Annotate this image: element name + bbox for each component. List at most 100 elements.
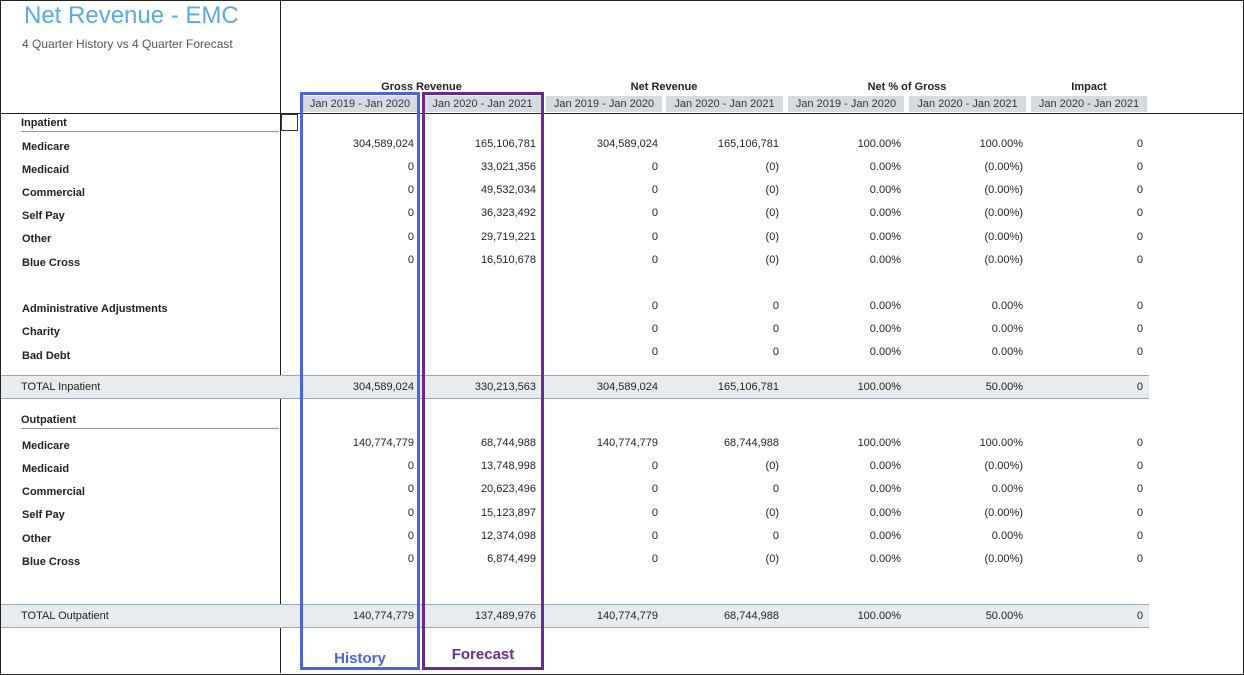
- table-cell: 0: [651, 530, 658, 542]
- inpatient-row-label: Blue Cross: [22, 257, 81, 269]
- header-divider: [1, 113, 1243, 114]
- table-cell: 0.00%: [869, 254, 901, 266]
- table-cell: 0: [1136, 231, 1143, 243]
- table-cell: 33,021,356: [480, 161, 536, 173]
- table-cell: (0.00%): [984, 207, 1023, 219]
- table-cell: 0: [407, 553, 414, 565]
- table-cell: (0): [765, 460, 779, 472]
- table-cell: 0: [1136, 138, 1143, 150]
- inpatient-row-label: Charity: [22, 326, 60, 338]
- table-cell: 0: [1136, 507, 1143, 519]
- table-cell: 0: [651, 483, 658, 495]
- column-header[interactable]: Jan 2020 - Jan 2021: [666, 96, 783, 112]
- table-cell: (0.00%): [984, 460, 1023, 472]
- table-cell: (0.00%): [984, 161, 1023, 173]
- table-cell: 0: [651, 323, 658, 335]
- inpatient-row-label: Other: [22, 233, 52, 245]
- table-cell: 12,374,098: [480, 530, 536, 542]
- table-cell: 0: [651, 507, 658, 519]
- table-cell: 140,774,779: [352, 437, 414, 449]
- table-cell: 0: [651, 231, 658, 243]
- inpatient-row-label: Medicare: [22, 141, 70, 153]
- table-cell: 140,774,779: [352, 610, 414, 622]
- table-cell: 0: [407, 507, 414, 519]
- table-cell: (0.00%): [984, 507, 1023, 519]
- table-cell: 304,589,024: [352, 138, 414, 150]
- total-outpatient-label: TOTAL Outpatient: [21, 610, 109, 622]
- table-cell: 0.00%: [869, 483, 901, 495]
- table-cell: 0: [772, 323, 779, 335]
- table-cell: 0: [772, 483, 779, 495]
- table-cell: 0.00%: [869, 161, 901, 173]
- table-cell: 304,589,024: [596, 138, 658, 150]
- column-header[interactable]: Jan 2020 - Jan 2021: [424, 96, 541, 112]
- table-cell: 16,510,678: [480, 254, 536, 266]
- inpatient-row-label: Commercial: [22, 187, 85, 199]
- table-cell: (0.00%): [984, 184, 1023, 196]
- table-cell: 330,213,563: [474, 381, 536, 393]
- table-cell: 50.00%: [985, 381, 1023, 393]
- table-cell: 0.00%: [869, 530, 901, 542]
- outpatient-row-label: Blue Cross: [22, 556, 81, 568]
- table-cell: (0): [765, 254, 779, 266]
- table-cell: 304,589,024: [596, 381, 658, 393]
- table-cell: 100.00%: [857, 610, 901, 622]
- column-header[interactable]: Jan 2019 - Jan 2020: [788, 96, 904, 112]
- table-cell: 0: [407, 460, 414, 472]
- table-cell: 68,744,988: [723, 437, 779, 449]
- table-cell: 0: [651, 254, 658, 266]
- table-cell: 0: [772, 346, 779, 358]
- table-cell: 0.00%: [869, 553, 901, 565]
- table-cell: 165,106,781: [474, 138, 536, 150]
- total-outpatient-band: [1, 604, 1149, 628]
- outpatient-row-label: Medicare: [22, 440, 70, 452]
- inpatient-row-label: Bad Debt: [22, 350, 71, 362]
- table-cell: 0: [1136, 346, 1143, 358]
- table-cell: 0: [1136, 300, 1143, 312]
- column-header[interactable]: Jan 2020 - Jan 2021: [909, 96, 1026, 112]
- table-cell: 0: [772, 530, 779, 542]
- column-header[interactable]: Jan 2019 - Jan 2020: [546, 96, 662, 112]
- column-header[interactable]: Jan 2020 - Jan 2021: [1031, 96, 1147, 112]
- table-cell: 304,589,024: [352, 381, 414, 393]
- table-cell: 0: [1136, 207, 1143, 219]
- table-cell: (0.00%): [984, 231, 1023, 243]
- table-cell: 0: [1136, 437, 1143, 449]
- table-cell: 0.00%: [869, 300, 901, 312]
- outpatient-row-label: Medicaid: [22, 463, 70, 475]
- total-inpatient-band: [1, 375, 1149, 399]
- table-cell: 100.00%: [857, 381, 901, 393]
- table-cell: 165,106,781: [717, 138, 779, 150]
- table-cell: 0: [407, 184, 414, 196]
- table-cell: 0: [772, 300, 779, 312]
- table-cell: 29,719,221: [480, 231, 536, 243]
- table-cell: 50.00%: [985, 610, 1023, 622]
- table-cell: 0: [1136, 161, 1143, 173]
- column-header[interactable]: Jan 2019 - Jan 2020: [302, 96, 418, 112]
- table-cell: 0: [651, 207, 658, 219]
- table-cell: 0.00%: [869, 460, 901, 472]
- table-cell: 68,744,988: [480, 437, 536, 449]
- table-cell: 0: [407, 161, 414, 173]
- table-cell: (0): [765, 207, 779, 219]
- table-cell: 0: [651, 161, 658, 173]
- table-cell: 13,748,998: [480, 460, 536, 472]
- table-cell: 15,123,897: [480, 507, 536, 519]
- table-cell: 0: [407, 483, 414, 495]
- table-cell: 0: [407, 207, 414, 219]
- table-cell: 0: [1136, 323, 1143, 335]
- table-cell: 100.00%: [857, 437, 901, 449]
- row-header-divider: [280, 1, 281, 673]
- table-cell: 0: [1136, 483, 1143, 495]
- table-cell: (0): [765, 161, 779, 173]
- inpatient-row-label: Medicaid: [22, 164, 70, 176]
- inpatient-row-label: Administrative Adjustments: [22, 303, 168, 315]
- table-cell: 0: [651, 346, 658, 358]
- group-net-revenue: Net Revenue: [630, 81, 698, 93]
- table-cell: (0): [765, 184, 779, 196]
- outpatient-row-label: Self Pay: [22, 509, 65, 521]
- forecast-label: Forecast: [451, 646, 515, 663]
- cell-selection-marker[interactable]: [281, 114, 298, 131]
- table-cell: 0.00%: [991, 323, 1023, 335]
- table-cell: 0.00%: [869, 507, 901, 519]
